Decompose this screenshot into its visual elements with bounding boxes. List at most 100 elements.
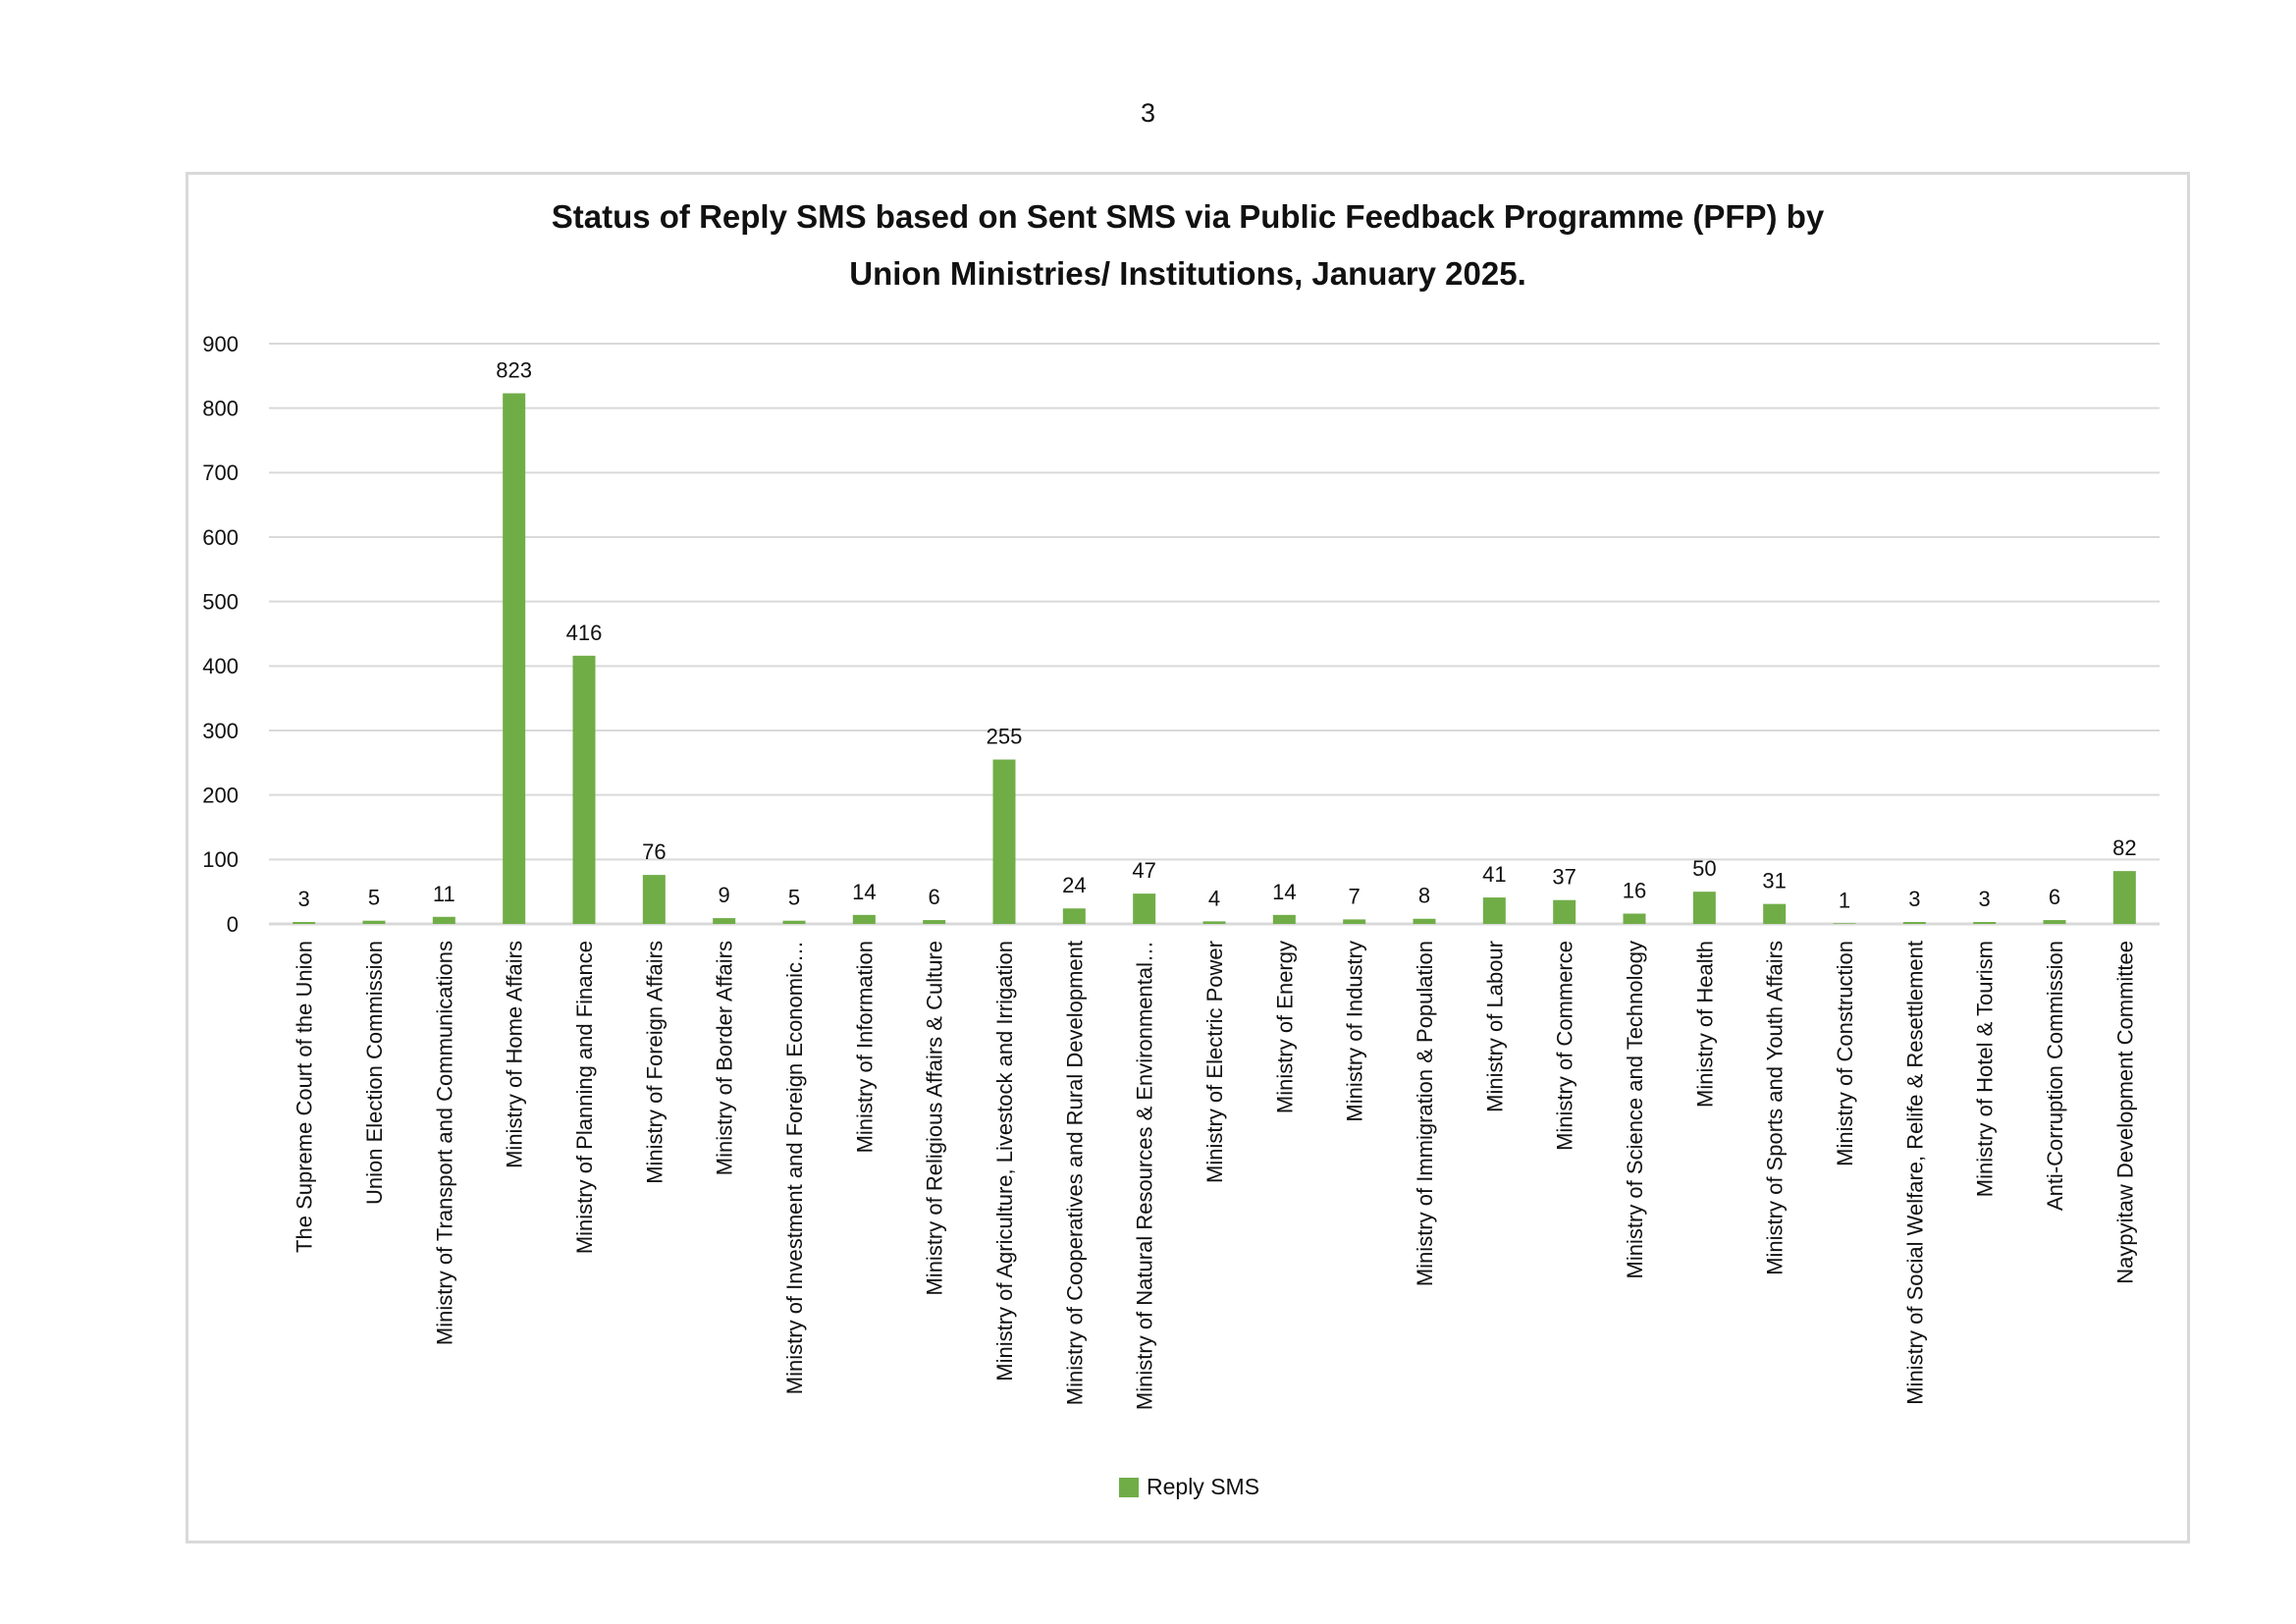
y-tick-label: 500 xyxy=(202,589,239,614)
category-label: The Supreme Court of the Union xyxy=(293,941,317,1253)
category-label: Ministry of Agriculture, Livestock and I… xyxy=(992,941,1017,1381)
data-label: 823 xyxy=(496,358,532,383)
y-tick-label: 900 xyxy=(202,332,239,356)
data-label: 255 xyxy=(987,725,1023,749)
y-tick-label: 0 xyxy=(227,912,239,937)
data-label: 5 xyxy=(788,886,800,910)
data-label: 16 xyxy=(1623,878,1646,902)
y-tick-label: 300 xyxy=(202,719,239,743)
data-label: 3 xyxy=(1908,887,1920,911)
bar xyxy=(923,920,946,924)
bar xyxy=(1553,899,1576,924)
category-label: Ministry of Electric Power xyxy=(1202,941,1227,1183)
y-tick-label: 800 xyxy=(202,396,239,420)
bar xyxy=(1272,914,1296,924)
category-label: Ministry of Health xyxy=(1692,941,1717,1108)
bar xyxy=(1973,922,1997,924)
category-label: Ministry of Energy xyxy=(1272,941,1297,1113)
bar xyxy=(713,918,736,924)
y-tick-label: 100 xyxy=(202,847,239,872)
data-label: 9 xyxy=(719,883,730,907)
bar xyxy=(1133,893,1156,924)
bar xyxy=(432,916,455,924)
data-label: 11 xyxy=(433,882,455,906)
category-label: Ministry of Cooperatives and Rural Devel… xyxy=(1062,941,1087,1405)
data-label: 14 xyxy=(1272,880,1296,904)
bar xyxy=(1482,897,1506,924)
data-label: 4 xyxy=(1208,886,1220,910)
category-label: Ministry of Home Affairs xyxy=(503,941,527,1168)
bar xyxy=(1343,919,1366,924)
bar xyxy=(1413,918,1436,924)
category-label: Ministry of Transport and Communications xyxy=(432,941,456,1345)
bar xyxy=(1062,908,1086,924)
bar xyxy=(293,922,316,924)
bar xyxy=(1202,921,1226,924)
legend-swatch xyxy=(1119,1477,1139,1497)
data-label: 7 xyxy=(1349,884,1361,908)
y-tick-label: 200 xyxy=(202,783,239,807)
category-label: Ministry of Commerce xyxy=(1553,941,1577,1151)
data-label: 5 xyxy=(368,886,380,910)
category-label: Union Election Commission xyxy=(362,941,387,1205)
category-label: Naypyitaw Development Committee xyxy=(2112,941,2137,1284)
bar xyxy=(1833,923,1856,924)
bar xyxy=(2043,920,2066,924)
bar xyxy=(782,920,806,924)
chart-title-line-1: Status of Reply SMS based on Sent SMS vi… xyxy=(551,198,1825,235)
bar xyxy=(642,875,666,924)
chart-legend: Reply SMS xyxy=(1119,1474,1259,1500)
category-label: Ministry of Social Welfare, Relife & Res… xyxy=(1902,941,1927,1405)
category-label: Ministry of Foreign Affairs xyxy=(642,941,667,1184)
chart-title-line-2: Union Ministries/ Institutions, January … xyxy=(849,255,1526,292)
bar xyxy=(1763,903,1787,924)
category-label: Ministry of Science and Technology xyxy=(1623,941,1647,1278)
category-label: Ministry of Hotel & Tourism xyxy=(1973,941,1998,1197)
bar xyxy=(1623,913,1646,924)
data-label: 3 xyxy=(1979,887,1991,911)
bar xyxy=(2112,871,2136,924)
data-label: 14 xyxy=(852,880,876,904)
chart-frame xyxy=(186,172,2190,1543)
data-label: 6 xyxy=(929,885,940,909)
bar xyxy=(1692,892,1716,924)
category-label: Ministry of Planning and Finance xyxy=(572,941,597,1254)
category-label: Ministry of Labour xyxy=(1482,941,1507,1112)
bar xyxy=(852,914,876,924)
y-tick-label: 400 xyxy=(202,654,239,678)
data-label: 3 xyxy=(298,887,310,911)
page-number: 3 xyxy=(1140,98,1156,128)
data-label: 24 xyxy=(1062,873,1086,897)
data-label: 50 xyxy=(1692,856,1716,881)
y-tick-label: 600 xyxy=(202,525,239,550)
legend-label: Reply SMS xyxy=(1147,1474,1260,1499)
category-label: Ministry of Industry xyxy=(1343,941,1367,1122)
category-label: Ministry of Religious Affairs & Culture xyxy=(923,941,947,1296)
bar xyxy=(362,920,386,924)
data-label: 31 xyxy=(1762,869,1786,893)
category-label: Ministry of Investment and Foreign Econo… xyxy=(782,941,807,1394)
bar xyxy=(503,393,526,924)
chart-title: Status of Reply SMS based on Sent SMS vi… xyxy=(186,189,2190,302)
category-label: Ministry of Sports and Youth Affairs xyxy=(1763,941,1788,1275)
data-label: 1 xyxy=(1839,888,1850,912)
bar xyxy=(1902,922,1926,924)
category-label: Ministry of Information xyxy=(852,941,877,1153)
category-label: Ministry of Natural Resources & Environm… xyxy=(1133,941,1157,1410)
data-label: 37 xyxy=(1552,865,1575,890)
data-label: 8 xyxy=(1418,884,1430,908)
category-label: Ministry of Construction xyxy=(1833,941,1857,1166)
data-label: 76 xyxy=(642,839,666,864)
bar xyxy=(572,655,596,924)
y-tick-label: 700 xyxy=(202,460,239,485)
data-label: 416 xyxy=(566,621,603,645)
category-label: Ministry of Border Affairs xyxy=(713,941,737,1175)
data-label: 41 xyxy=(1482,862,1506,887)
data-label: 82 xyxy=(2112,836,2136,860)
category-label: Anti-Corruption Commission xyxy=(2043,941,2067,1211)
category-label: Ministry of Immigration & Population xyxy=(1413,941,1437,1286)
data-label: 6 xyxy=(2049,885,2060,909)
bar xyxy=(992,759,1016,924)
data-label: 47 xyxy=(1132,858,1155,883)
